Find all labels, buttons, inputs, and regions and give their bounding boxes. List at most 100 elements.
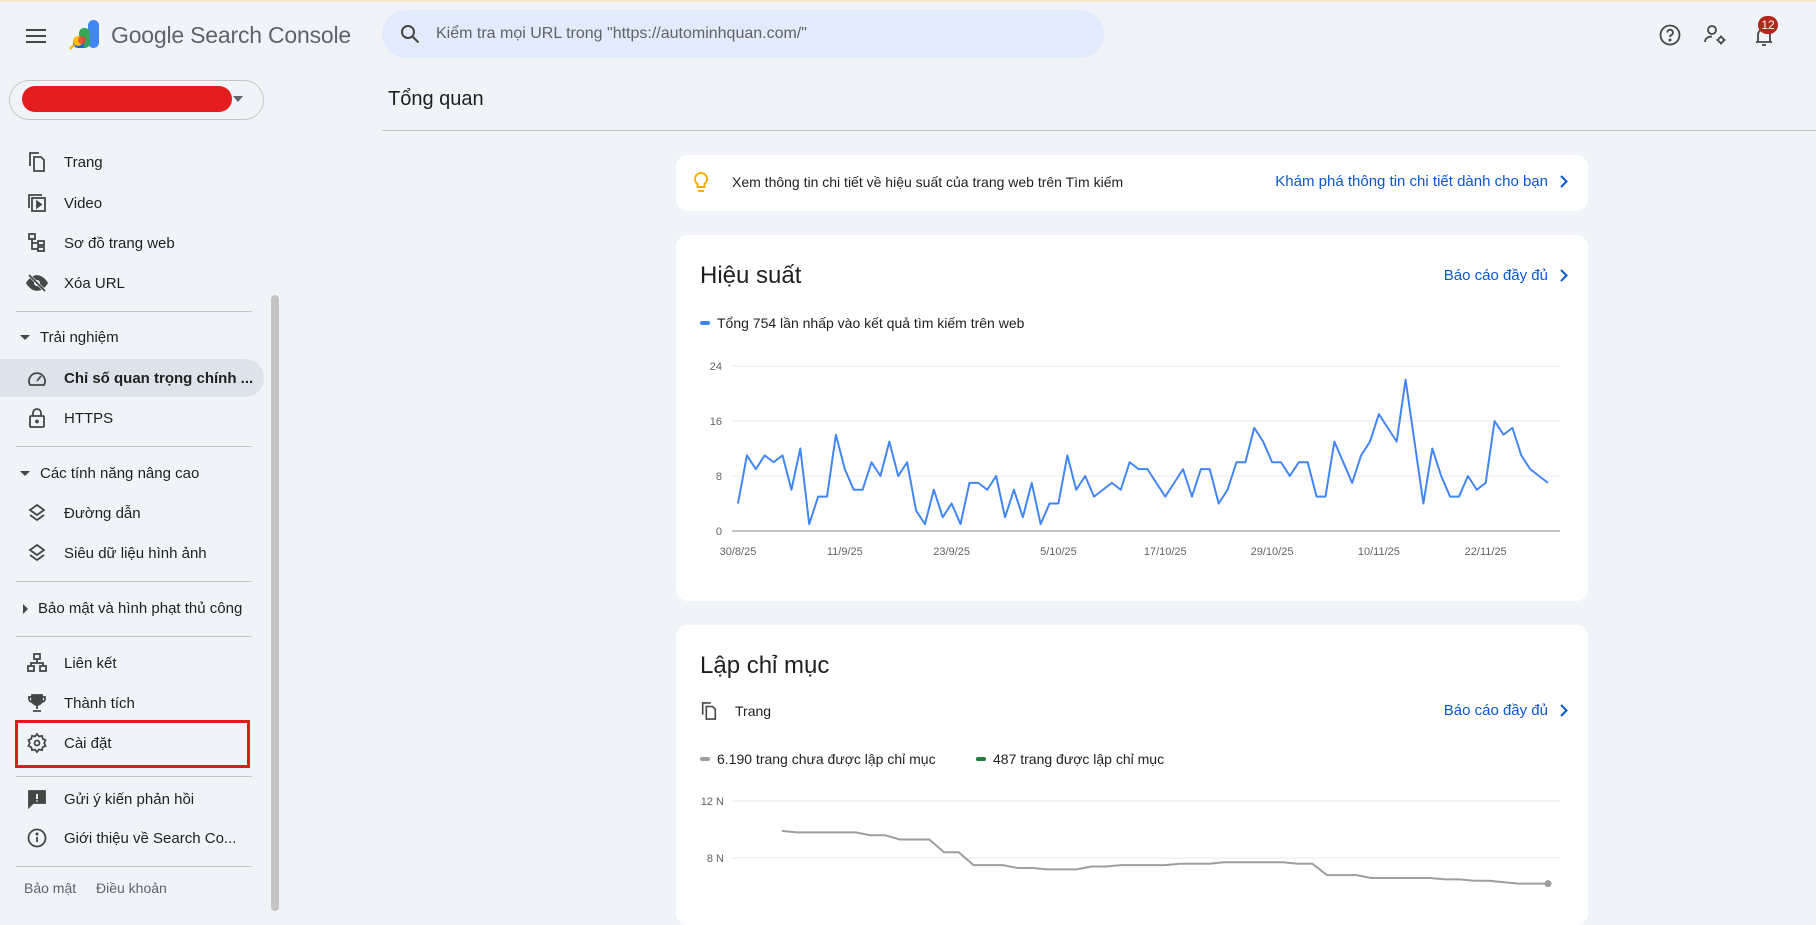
pages-icon bbox=[26, 151, 48, 173]
x-tick-label: 17/10/25 bbox=[1144, 546, 1187, 558]
title-divider bbox=[382, 130, 1816, 131]
performance-full-report-link[interactable]: Báo cáo đầy đủ bbox=[1444, 267, 1568, 284]
legend-swatch bbox=[976, 757, 986, 761]
layers-icon bbox=[26, 502, 48, 524]
sidebar-item-label: Thành tích bbox=[64, 695, 135, 712]
sidebar-divider bbox=[16, 866, 252, 867]
indexing-full-report-link[interactable]: Báo cáo đầy đủ bbox=[1444, 702, 1568, 719]
y-tick-label: 0 bbox=[716, 526, 722, 538]
chevron-right-icon bbox=[1560, 175, 1568, 188]
legend-swatch bbox=[700, 757, 710, 761]
top-border bbox=[0, 0, 1816, 2]
sidebar-item-achievements[interactable]: Thành tích bbox=[0, 684, 264, 722]
link-label: Báo cáo đầy đủ bbox=[1444, 267, 1548, 284]
caret-right-icon bbox=[23, 604, 28, 614]
legend-label: 6.190 trang chưa được lập chỉ mục bbox=[717, 751, 936, 767]
trophy-icon bbox=[26, 692, 48, 714]
indexing-title: Lập chỉ mục bbox=[700, 652, 829, 680]
search-console-logo-icon bbox=[68, 20, 102, 52]
sidebar-divider bbox=[16, 776, 252, 777]
url-inspection-search[interactable]: Kiểm tra mọi URL trong "https://autominh… bbox=[382, 10, 1104, 58]
dropdown-arrow-icon bbox=[232, 95, 244, 103]
caret-down-icon bbox=[20, 471, 30, 476]
sidebar-item-label: Chỉ số quan trọng chính ... bbox=[64, 370, 253, 387]
indexed-legend[interactable]: 487 trang được lập chỉ mục bbox=[976, 751, 1164, 767]
section-enhancements-toggle[interactable]: Các tính năng nâng cao bbox=[20, 465, 199, 482]
speedometer-icon bbox=[26, 367, 48, 389]
info-icon bbox=[26, 827, 48, 849]
section-experience-toggle[interactable]: Trải nghiệm bbox=[20, 329, 119, 346]
menu-icon[interactable] bbox=[22, 24, 50, 48]
lock-icon bbox=[26, 407, 48, 429]
sidebar-item-label: Gửi ý kiến phản hồi bbox=[64, 791, 194, 808]
performance-title: Hiệu suất bbox=[700, 262, 801, 290]
x-tick-label: 30/8/25 bbox=[720, 546, 757, 558]
eye-off-icon bbox=[26, 272, 48, 294]
x-tick-label: 22/11/25 bbox=[1465, 546, 1507, 558]
explore-insights-link[interactable]: Khám phá thông tin chi tiết dành cho bạn bbox=[1275, 173, 1568, 190]
clicks-series-line bbox=[738, 380, 1548, 524]
section-label: Bảo mật và hình phạt thủ công bbox=[38, 600, 242, 617]
sidebar-item-about[interactable]: Giới thiệu về Search Co... bbox=[0, 819, 264, 857]
page-title: Tổng quan bbox=[388, 88, 484, 111]
sidebar-divider bbox=[16, 311, 252, 312]
x-tick-label: 5/10/25 bbox=[1040, 546, 1077, 558]
indexing-chart[interactable]: 12 N8 N4 N bbox=[676, 780, 1588, 911]
sidebar-divider bbox=[16, 446, 252, 447]
sidebar-item-https[interactable]: HTTPS bbox=[0, 399, 264, 437]
caret-down-icon bbox=[20, 335, 30, 340]
search-icon bbox=[400, 24, 420, 44]
sidebar-item-label: Trang bbox=[64, 154, 103, 171]
y-tick-label: 12 N bbox=[701, 796, 724, 808]
sidebar-item-feedback[interactable]: Gửi ý kiến phản hồi bbox=[0, 780, 264, 818]
sidebar-item-label: Giới thiệu về Search Co... bbox=[64, 830, 236, 847]
privacy-link[interactable]: Bảo mật bbox=[24, 880, 76, 896]
pages-icon bbox=[700, 701, 718, 721]
sidebar-item-label: HTTPS bbox=[64, 410, 113, 427]
link-label: Khám phá thông tin chi tiết dành cho bạn bbox=[1275, 173, 1548, 190]
sidebar-item-core-web-vitals[interactable]: Chỉ số quan trọng chính ... bbox=[0, 359, 264, 397]
sidebar-item-breadcrumbs[interactable]: Đường dẫn bbox=[0, 494, 264, 532]
y-tick-label: 8 N bbox=[707, 853, 724, 865]
lightbulb-icon bbox=[693, 171, 709, 195]
legend-swatch bbox=[700, 321, 710, 325]
notification-count-badge: 12 bbox=[1758, 16, 1778, 34]
sidebar-item-label: Xóa URL bbox=[64, 275, 125, 292]
sidebar-item-image-metadata[interactable]: Siêu dữ liệu hình ảnh bbox=[0, 534, 264, 572]
section-label: Các tính năng nâng cao bbox=[40, 465, 199, 482]
sidebar-item-pages[interactable]: Trang bbox=[0, 143, 264, 181]
not-indexed-legend[interactable]: 6.190 trang chưa được lập chỉ mục bbox=[700, 751, 936, 767]
sidebar-scrollbar[interactable] bbox=[271, 295, 279, 911]
sidebar-divider bbox=[16, 636, 252, 637]
indexing-subtitle: Trang bbox=[735, 703, 771, 719]
settings-highlight-box bbox=[15, 720, 250, 768]
chevron-right-icon bbox=[1560, 704, 1568, 717]
sidebar-item-removals[interactable]: Xóa URL bbox=[0, 264, 264, 302]
sidebar-item-label: Video bbox=[64, 195, 102, 212]
manage-users-icon[interactable] bbox=[1700, 21, 1730, 49]
property-selector[interactable] bbox=[9, 80, 264, 120]
app-title: Google Search Console bbox=[111, 22, 351, 49]
feedback-icon bbox=[26, 788, 48, 810]
sidebar-item-video[interactable]: Video bbox=[0, 184, 264, 222]
sitemap-icon bbox=[26, 232, 48, 254]
sidebar-item-links[interactable]: Liên kết bbox=[0, 644, 264, 682]
legend-label: Tổng 754 lần nhấp vào kết quả tìm kiếm t… bbox=[717, 315, 1024, 331]
insights-text: Xem thông tin chi tiết về hiệu suất của … bbox=[732, 174, 1123, 190]
search-placeholder: Kiểm tra mọi URL trong "https://autominh… bbox=[436, 25, 807, 43]
x-tick-label: 10/11/25 bbox=[1358, 546, 1400, 558]
x-tick-label: 23/9/25 bbox=[933, 546, 970, 558]
section-security-toggle[interactable]: Bảo mật và hình phạt thủ công bbox=[20, 600, 242, 617]
sidebar-item-label: Đường dẫn bbox=[64, 505, 141, 522]
sidebar-item-label: Liên kết bbox=[64, 655, 117, 672]
not-indexed-series-line bbox=[782, 831, 1548, 884]
terms-link[interactable]: Điều khoản bbox=[96, 880, 167, 896]
series-end-point bbox=[1545, 880, 1552, 887]
help-icon[interactable] bbox=[1656, 21, 1684, 49]
link-label: Báo cáo đầy đủ bbox=[1444, 702, 1548, 719]
section-label: Trải nghiệm bbox=[40, 329, 119, 346]
sidebar-item-sitemaps[interactable]: Sơ đồ trang web bbox=[0, 224, 264, 262]
performance-legend: Tổng 754 lần nhấp vào kết quả tìm kiếm t… bbox=[700, 315, 1024, 331]
sidebar-divider bbox=[16, 581, 252, 582]
